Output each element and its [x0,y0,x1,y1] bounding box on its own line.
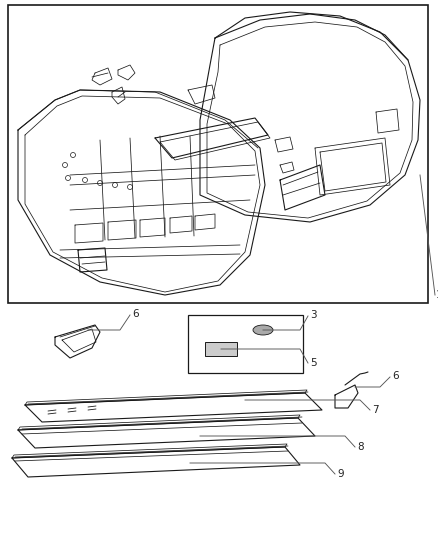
Ellipse shape [253,325,273,335]
Text: 7: 7 [372,405,378,415]
Bar [205,342,237,356]
Bar [188,315,303,373]
Text: 9: 9 [337,469,344,479]
Text: 3: 3 [310,310,317,320]
Text: 6: 6 [392,371,399,381]
Bar [8,5,428,303]
Text: 1: 1 [436,290,438,300]
Text: 8: 8 [357,442,364,452]
Text: 6: 6 [132,309,138,319]
Text: 5: 5 [310,358,317,368]
